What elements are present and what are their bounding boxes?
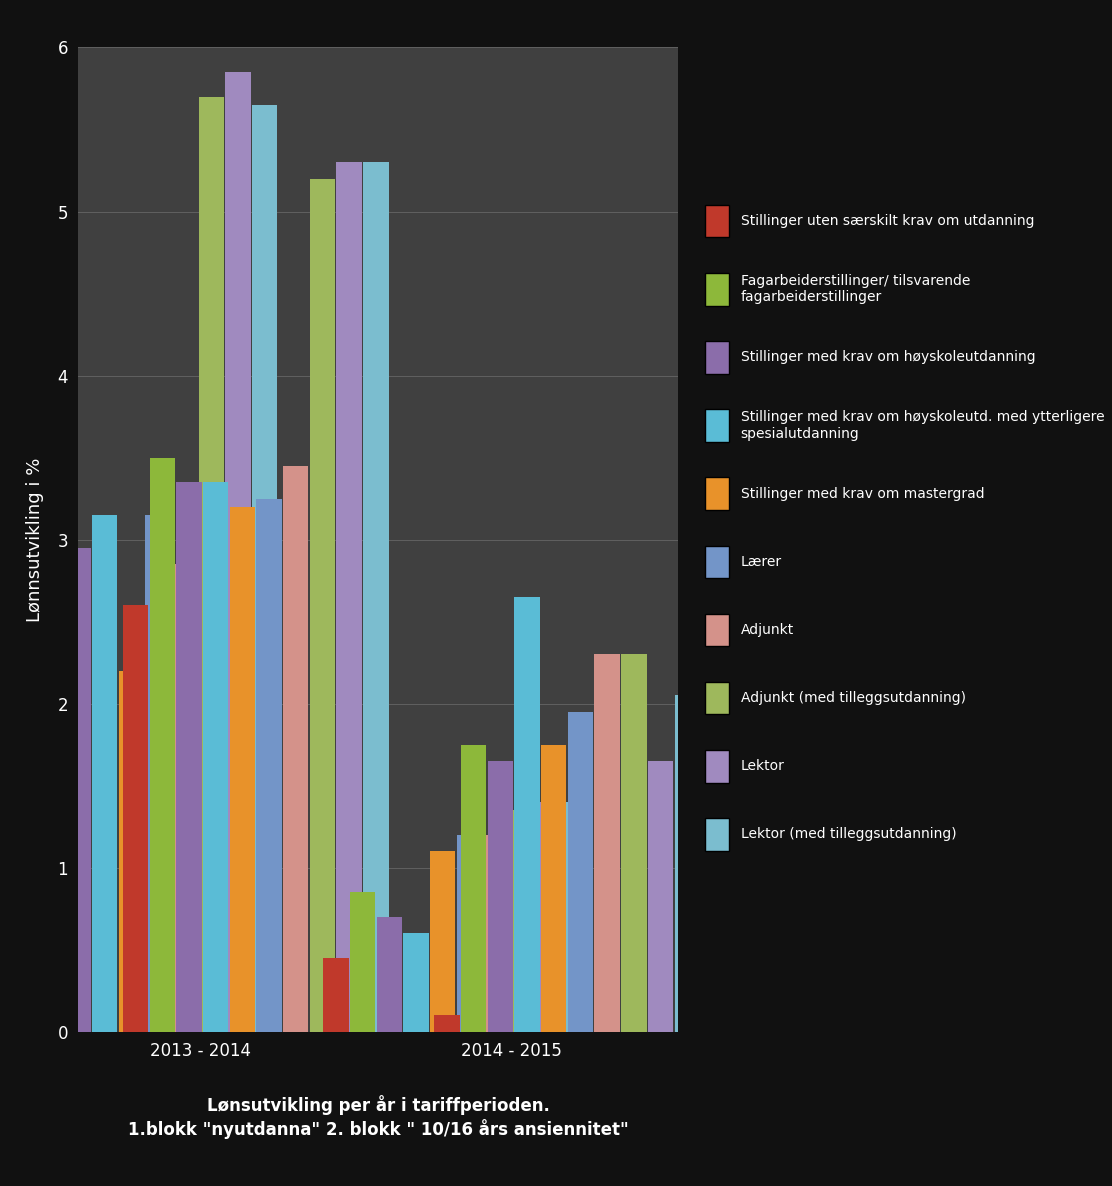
Bar (252, 104, 277, 1032)
Bar (177, 483, 201, 1032)
Bar (310, 179, 335, 1032)
Bar (484, 835, 508, 1032)
Text: Adjunkt (med tilleggsutdanning): Adjunkt (med tilleggsutdanning) (741, 691, 965, 706)
Bar (119, 671, 143, 1032)
Bar (123, 605, 148, 1032)
Bar (146, 515, 170, 1032)
Text: Stillinger med krav om mastergrad: Stillinger med krav om mastergrad (741, 486, 984, 500)
Text: Adjunkt: Adjunkt (741, 623, 794, 637)
Bar (66, 548, 90, 1032)
Text: Stillinger med krav om høyskoleutdanning: Stillinger med krav om høyskoleutdanning (741, 350, 1035, 364)
Bar (510, 810, 535, 1032)
FancyBboxPatch shape (705, 342, 728, 374)
Bar (488, 761, 513, 1032)
Bar (564, 802, 588, 1032)
Bar (337, 162, 361, 1032)
Bar (675, 695, 699, 1032)
Bar (595, 655, 619, 1032)
Bar (568, 712, 593, 1032)
Bar (12, 498, 37, 1032)
Text: Lærer: Lærer (741, 555, 782, 569)
Y-axis label: Lønnsutvikling i %: Lønnsutvikling i % (26, 458, 43, 621)
FancyBboxPatch shape (705, 478, 728, 510)
Bar (622, 655, 646, 1032)
Bar (92, 515, 117, 1032)
Bar (537, 802, 562, 1032)
Bar (150, 458, 175, 1032)
Bar (226, 72, 250, 1032)
Bar (515, 597, 539, 1032)
Bar (203, 483, 228, 1032)
Bar (404, 933, 428, 1032)
Bar (364, 162, 388, 1032)
Bar (39, 449, 63, 1032)
Bar (172, 565, 197, 1032)
Bar (461, 745, 486, 1032)
FancyBboxPatch shape (705, 273, 728, 306)
Bar (542, 745, 566, 1032)
Text: Lektor (med tilleggsutdanning): Lektor (med tilleggsutdanning) (741, 828, 956, 841)
FancyBboxPatch shape (705, 613, 728, 646)
FancyBboxPatch shape (705, 409, 728, 442)
FancyBboxPatch shape (705, 205, 728, 237)
Text: Fagarbeiderstillinger/ tilsvarende fagarbeiderstillinger: Fagarbeiderstillinger/ tilsvarende fagar… (741, 274, 970, 305)
Text: Lektor: Lektor (741, 759, 784, 773)
Bar (257, 498, 281, 1032)
Bar (457, 835, 481, 1032)
Text: Lønsutvikling per år i tariffperioden.
1.blokk "nyutdanna" 2. blokk " 10/16 års : Lønsutvikling per år i tariffperioden. 1… (128, 1096, 628, 1139)
Bar (284, 466, 308, 1032)
Bar (199, 97, 224, 1032)
FancyBboxPatch shape (705, 682, 728, 714)
Bar (435, 1015, 459, 1032)
Bar (377, 917, 401, 1032)
Bar (648, 761, 673, 1032)
FancyBboxPatch shape (705, 546, 728, 578)
Text: Stillinger uten særskilt krav om utdanning: Stillinger uten særskilt krav om utdanni… (741, 215, 1034, 228)
FancyBboxPatch shape (705, 818, 728, 850)
Bar (350, 892, 375, 1032)
FancyBboxPatch shape (705, 750, 728, 783)
Text: Stillinger med krav om høyskoleutd. med ytterligere spesialutdanning: Stillinger med krav om høyskoleutd. med … (741, 410, 1104, 441)
Bar (324, 958, 348, 1032)
Bar (430, 852, 455, 1032)
Bar (230, 506, 255, 1032)
